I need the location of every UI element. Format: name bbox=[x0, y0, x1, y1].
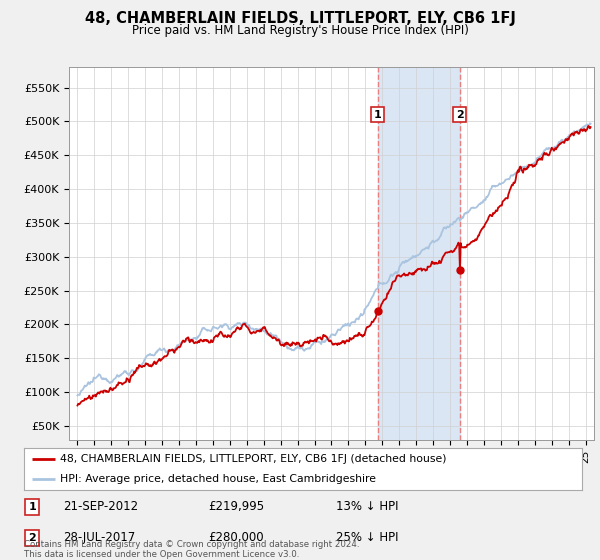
Text: 25% ↓ HPI: 25% ↓ HPI bbox=[337, 531, 399, 544]
Text: £280,000: £280,000 bbox=[208, 531, 264, 544]
Bar bbox=[377, 67, 460, 440]
Text: Contains HM Land Registry data © Crown copyright and database right 2024.
This d: Contains HM Land Registry data © Crown c… bbox=[24, 540, 359, 559]
Text: HPI: Average price, detached house, East Cambridgeshire: HPI: Average price, detached house, East… bbox=[60, 474, 376, 484]
Text: 28-JUL-2017: 28-JUL-2017 bbox=[63, 531, 136, 544]
Text: £219,995: £219,995 bbox=[208, 501, 264, 514]
Text: 1: 1 bbox=[28, 502, 36, 512]
Text: 2: 2 bbox=[456, 110, 464, 120]
Text: Price paid vs. HM Land Registry's House Price Index (HPI): Price paid vs. HM Land Registry's House … bbox=[131, 24, 469, 36]
Text: 48, CHAMBERLAIN FIELDS, LITTLEPORT, ELY, CB6 1FJ (detached house): 48, CHAMBERLAIN FIELDS, LITTLEPORT, ELY,… bbox=[60, 454, 447, 464]
Text: 48, CHAMBERLAIN FIELDS, LITTLEPORT, ELY, CB6 1FJ: 48, CHAMBERLAIN FIELDS, LITTLEPORT, ELY,… bbox=[85, 11, 515, 26]
Text: 1: 1 bbox=[374, 110, 382, 120]
Text: 13% ↓ HPI: 13% ↓ HPI bbox=[337, 501, 399, 514]
Text: 21-SEP-2012: 21-SEP-2012 bbox=[63, 501, 138, 514]
Text: 2: 2 bbox=[28, 533, 36, 543]
